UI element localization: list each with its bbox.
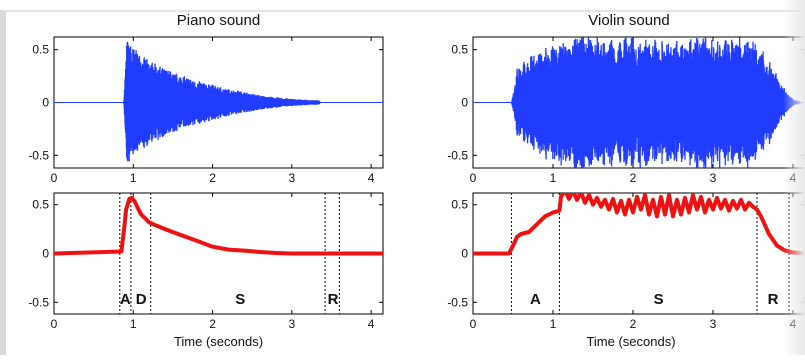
envelope-series: [473, 193, 805, 256]
y-tick-label: 0: [42, 96, 49, 110]
x-tick-label: 0: [51, 171, 58, 185]
x-tick-label: 0: [51, 317, 58, 331]
x-tick-label: 2: [209, 171, 216, 185]
y-tick-label: -0.5: [447, 148, 468, 162]
x-tick-label: 4: [790, 171, 797, 185]
phase-label: A: [530, 291, 541, 308]
axes-frame: [472, 192, 805, 315]
phase-label: A: [120, 291, 131, 308]
x-tick-label: 3: [288, 171, 295, 185]
x-tick-label: 1: [130, 317, 137, 331]
x-tick-label: 2: [630, 317, 637, 331]
x-tick-label: 1: [550, 171, 557, 185]
waveform-series: [123, 41, 321, 162]
y-tick-label: 0: [461, 247, 468, 261]
x-tick-label: 1: [130, 171, 137, 185]
x-tick-label: 2: [209, 317, 216, 331]
y-tick-label: -0.5: [28, 148, 49, 162]
phase-label: R: [328, 291, 339, 308]
phase-label: R: [768, 291, 779, 308]
plot-area: [473, 37, 805, 168]
chart-title: Violin sound: [588, 12, 669, 29]
x-axis-label: Time (seconds): [586, 334, 675, 349]
x-tick-label: 4: [790, 317, 797, 331]
x-tick-label: 4: [368, 317, 375, 331]
x-tick-label: 1: [550, 317, 557, 331]
y-tick-label: 0: [42, 247, 49, 261]
phase-label: S: [235, 291, 245, 308]
x-tick-label: 3: [288, 317, 295, 331]
y-tick-label: 0.5: [451, 198, 468, 212]
y-tick-label: 0: [461, 96, 468, 110]
envelope-series: [54, 195, 383, 256]
phase-label: D: [136, 291, 147, 308]
phase-label: S: [654, 291, 664, 308]
x-tick-label: 3: [710, 171, 717, 185]
y-tick-label: 0.5: [32, 198, 49, 212]
chart-title: Piano sound: [177, 12, 260, 29]
y-tick-label: 0.5: [32, 43, 49, 57]
plot-area: [54, 41, 383, 162]
x-axis-label: Time (seconds): [174, 334, 263, 349]
x-tick-label: 0: [470, 317, 477, 331]
x-tick-label: 2: [630, 171, 637, 185]
plot-area: [473, 193, 805, 314]
x-tick-label: 4: [368, 171, 375, 185]
waveform-series: [510, 37, 805, 168]
plot-area: [54, 193, 383, 314]
y-tick-label: -0.5: [447, 295, 468, 309]
y-tick-label: 0.5: [451, 43, 468, 57]
x-tick-label: 3: [710, 317, 717, 331]
x-tick-label: 0: [470, 171, 477, 185]
y-tick-label: -0.5: [28, 295, 49, 309]
